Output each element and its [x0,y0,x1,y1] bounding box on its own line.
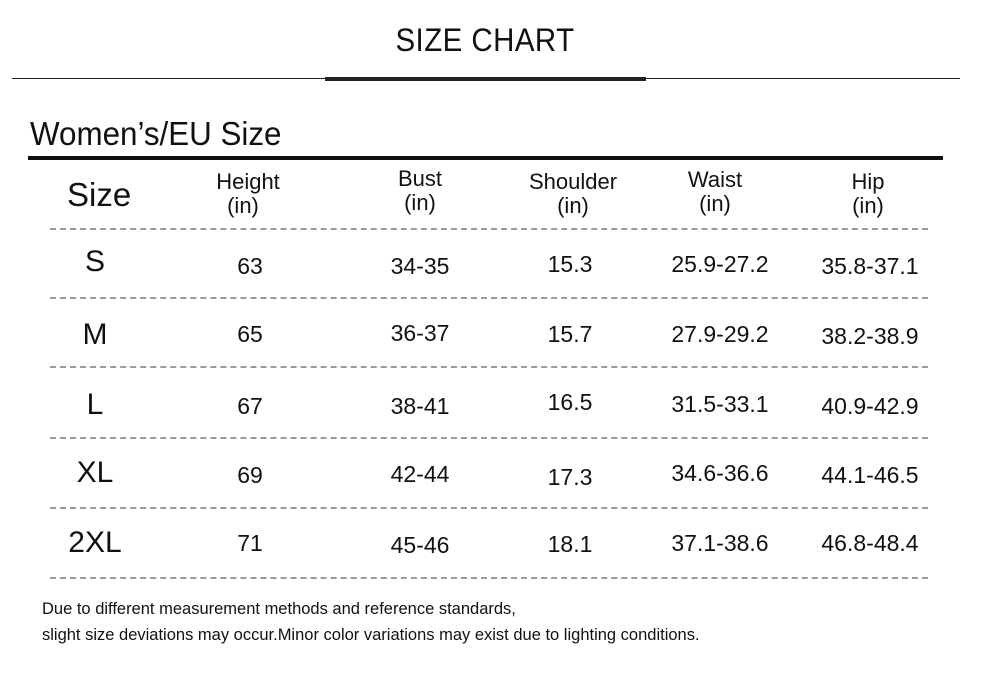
waist-value: 34.6-36.6 [671,460,769,486]
waist-value: 27.9-29.2 [671,321,769,347]
shoulder-value: 15.7 [547,321,593,347]
waist-value: 37.1-38.6 [671,530,769,556]
shoulder-value: 16.5 [547,389,593,415]
hip-value: 44.1-46.5 [821,462,919,488]
hip-value: 35.8-37.1 [821,253,919,279]
height-value: 71 [237,530,263,556]
header-hip-unit: (in) [852,193,884,218]
header-bust: Bust (in) [360,167,480,215]
size-label: L [86,388,104,421]
size-label: XL [76,456,114,489]
shoulder-value: 15.3 [547,251,593,277]
header-waist-unit: (in) [699,191,731,216]
bust-value: 38-41 [390,393,450,419]
row-divider [50,507,928,509]
page-title: SIZE CHART [395,22,575,58]
bust-value: 45-46 [390,532,450,558]
size-label: M [82,318,108,351]
header-shoulder-name: Shoulder [528,169,618,194]
size-label: 2XL [68,526,122,559]
size-label: S [84,245,105,278]
waist-value: 31.5-33.1 [671,391,769,417]
hip-value: 46.8-48.4 [821,530,919,556]
hip-value: 40.9-42.9 [821,393,919,419]
height-value: 67 [237,393,263,419]
header-shoulder: Shoulder (in) [508,170,638,218]
header-hip-name: Hip [851,169,885,194]
bust-value: 42-44 [390,461,450,487]
note-line-2: slight size deviations may occur.Minor c… [42,626,700,644]
header-waist: Waist (in) [655,168,775,216]
note-line-1: Due to different measurement methods and… [42,600,516,618]
row-divider [50,437,928,439]
header-height-name: Height [216,169,280,194]
shoulder-value: 17.3 [547,464,593,490]
row-divider [50,297,928,299]
row-divider [50,577,928,579]
bust-value: 34-35 [390,253,450,279]
header-hip: Hip (in) [808,170,928,218]
header-size: Size [67,176,132,213]
header-bust-name: Bust [397,166,443,191]
height-value: 69 [237,462,263,488]
title-underline [325,77,646,81]
row-divider [50,366,928,368]
shoulder-value: 18.1 [547,531,593,557]
waist-value: 25.9-27.2 [671,251,769,277]
hip-value: 38.2-38.9 [821,323,919,349]
header-waist-name: Waist [687,167,743,192]
row-divider [50,228,928,230]
bust-value: 36-37 [390,320,450,346]
height-value: 65 [237,321,263,347]
height-value: 63 [237,253,263,279]
header-shoulder-unit: (in) [557,193,589,218]
section-title: Women’s/EU Size [30,115,282,152]
header-bust-unit: (in) [404,190,436,215]
section-divider [28,156,943,160]
header-height: Height (in) [188,170,308,218]
header-height-unit: (in) [227,193,259,218]
